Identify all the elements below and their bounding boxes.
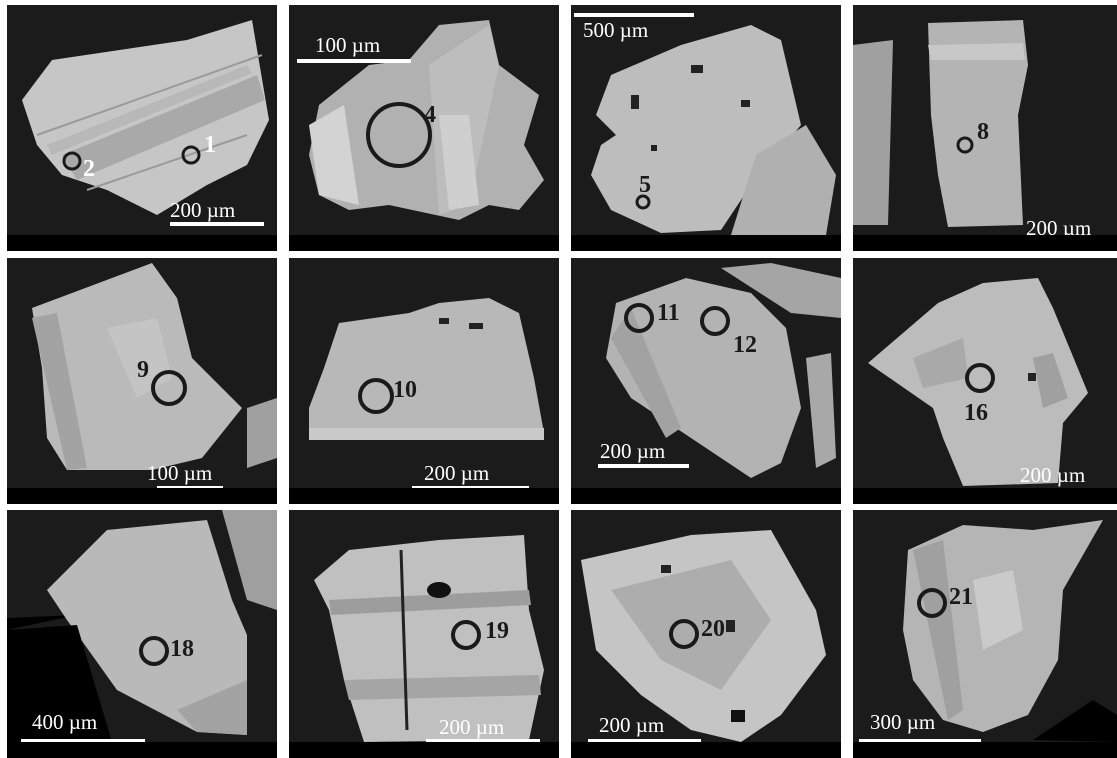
image-footer-strip: [289, 235, 559, 251]
scale-bar: [170, 222, 264, 226]
panel-1: 1 2 200 µm: [7, 5, 277, 251]
spot-circle: [451, 620, 481, 650]
image-footer-strip: [571, 742, 841, 758]
grain-image: [868, 278, 1088, 486]
scale-bar: [574, 13, 694, 17]
scale-label: 200 µm: [600, 439, 666, 463]
scale-bar: [859, 739, 981, 743]
spot-label: 2: [83, 156, 95, 182]
panel-10: 19 200 µm: [289, 510, 559, 758]
scale-bar: [598, 464, 689, 468]
scale-label: 100 µm: [315, 33, 381, 57]
spot-label: 12: [733, 332, 757, 358]
spot-circle: [358, 378, 394, 414]
image-footer-strip: [853, 742, 1117, 758]
grain-image: [853, 20, 1028, 227]
spot-circle: [700, 306, 730, 336]
grain-image: [309, 298, 544, 440]
scale-label: 200 µm: [1020, 463, 1086, 487]
image-footer-strip: [571, 488, 841, 504]
spot-label: 21: [949, 584, 973, 610]
image-footer-strip: [853, 235, 1117, 251]
spot-label: 1: [204, 132, 216, 158]
grain-image: [314, 535, 544, 742]
scale-label: 400 µm: [32, 710, 98, 734]
image-footer-strip: [7, 742, 277, 758]
image-footer-strip: [7, 235, 277, 251]
panel-8: 16 200 µm: [853, 258, 1117, 504]
spot-circle: [624, 303, 654, 333]
spot-circle: [635, 194, 651, 210]
spot-label: 9: [137, 357, 149, 383]
panel-6: 10 200 µm: [289, 258, 559, 504]
spot-circle: [669, 619, 699, 649]
spot-label: 11: [657, 300, 680, 326]
spot-circle: [965, 363, 995, 393]
panel-5: 9 100 µm: [7, 258, 277, 504]
scale-bar: [588, 739, 701, 743]
panel-11: 20 200 µm: [571, 510, 841, 758]
grain-image: [309, 20, 544, 220]
spot-circle: [151, 370, 187, 406]
panel-2: 4 100 µm: [289, 5, 559, 251]
image-footer-strip: [571, 235, 841, 251]
grain-image: [606, 263, 841, 478]
spot-label: 19: [485, 618, 509, 644]
spot-label: 10: [393, 377, 417, 403]
scale-bar: [21, 739, 145, 743]
scale-label: 200 µm: [599, 713, 665, 737]
grain-image: [591, 25, 836, 235]
panel-4: 8 200 µm: [853, 5, 1117, 251]
scale-label: 200 µm: [1026, 216, 1092, 240]
spot-circle: [366, 102, 432, 168]
spot-label: 5: [639, 172, 651, 198]
scale-bar: [297, 59, 411, 63]
image-footer-strip: [289, 742, 559, 758]
spot-label: 16: [964, 400, 988, 426]
panel-12: 21 300 µm: [853, 510, 1117, 758]
spot-circle: [181, 145, 201, 165]
scale-label: 300 µm: [870, 710, 936, 734]
spot-circle: [62, 151, 82, 171]
scale-label: 500 µm: [583, 18, 649, 42]
scale-label: 100 µm: [147, 461, 213, 485]
scale-label: 200 µm: [424, 461, 490, 485]
spot-label: 18: [170, 636, 194, 662]
grain-image: [903, 520, 1117, 742]
image-footer-strip: [853, 488, 1117, 504]
grain-image: [32, 263, 277, 470]
panel-7: 11 12 200 µm: [571, 258, 841, 504]
spot-label: 4: [424, 102, 436, 128]
image-footer-strip: [7, 488, 277, 504]
spot-circle: [139, 636, 169, 666]
scale-bar: [426, 739, 540, 743]
panel-3: 5 500 µm: [571, 5, 841, 251]
panel-9: 18 400 µm: [7, 510, 277, 758]
image-footer-strip: [289, 488, 559, 504]
spot-label: 8: [977, 119, 989, 145]
grain-image: [7, 510, 277, 742]
grain-image: [581, 530, 826, 742]
spot-circle: [956, 136, 974, 154]
scale-label: 200 µm: [439, 715, 505, 739]
scale-label: 200 µm: [170, 198, 236, 222]
grain-image: [22, 20, 269, 215]
spot-label: 20: [701, 616, 725, 642]
spot-circle: [917, 588, 947, 618]
